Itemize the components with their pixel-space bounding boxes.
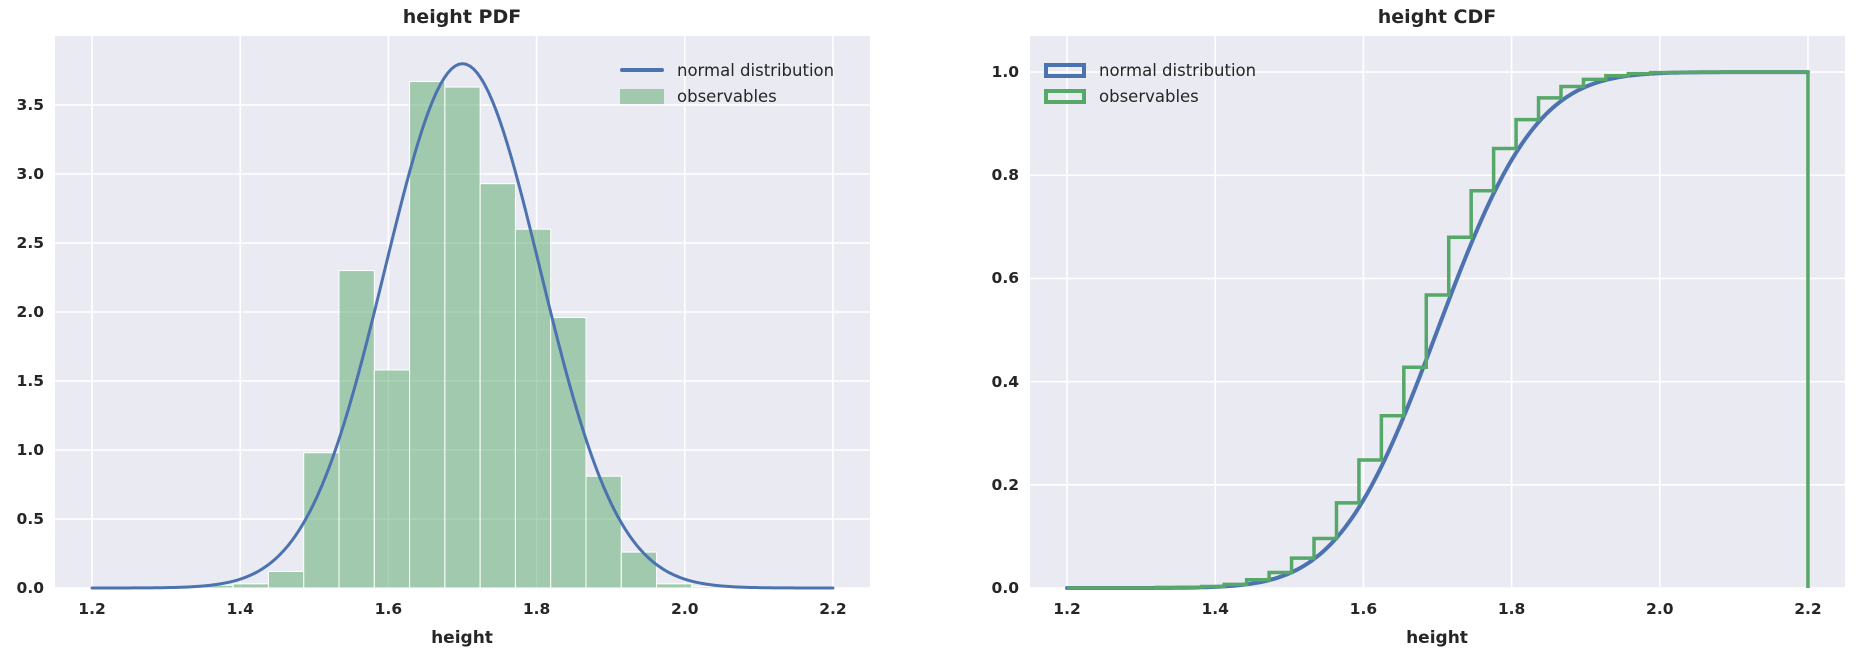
x-tick-label: 1.4 xyxy=(226,600,254,618)
x-tick-label: 1.6 xyxy=(374,600,403,618)
cdf-chart-title: height CDF xyxy=(1377,6,1497,28)
line-swatch-icon xyxy=(620,68,664,72)
y-tick-label: 3.5 xyxy=(16,96,44,114)
y-tick-label: 0.4 xyxy=(991,372,1019,391)
legend-entry-observables: observables xyxy=(1044,83,1256,109)
histogram-bar xyxy=(656,583,693,589)
legend-entry-normal-distribution: normal distribution xyxy=(620,57,834,83)
step-outline-swatch-icon xyxy=(1044,88,1086,104)
legend-label: observables xyxy=(1099,86,1199,106)
x-tick-label: 1.4 xyxy=(1201,600,1229,618)
y-tick-label: 1.5 xyxy=(16,372,44,390)
histogram-bar xyxy=(373,369,411,589)
pdf-chart-title: height PDF xyxy=(402,6,522,28)
x-tick-label: 2.2 xyxy=(1794,600,1822,618)
histogram-bar xyxy=(338,270,375,589)
histogram-bar xyxy=(479,183,516,589)
legend-entry-normal-distribution: normal distribution xyxy=(1044,57,1256,83)
x-tick-label: 1.8 xyxy=(1497,600,1526,618)
y-tick-label: 0.2 xyxy=(991,475,1019,494)
histogram-bar xyxy=(444,86,481,589)
y-tick-label: 0.6 xyxy=(991,269,1019,288)
x-tick-label: 2.0 xyxy=(671,600,699,618)
histogram-bar xyxy=(267,570,305,589)
histogram-bar xyxy=(620,551,658,589)
plot-area xyxy=(1030,36,1845,588)
y-tick-label: 1.0 xyxy=(16,441,44,459)
histogram-bar xyxy=(232,583,269,589)
y-tick-label: 3.0 xyxy=(16,165,44,183)
histogram-bar xyxy=(550,317,587,589)
y-tick-label: 2.0 xyxy=(16,303,44,321)
y-tick-label: 0.0 xyxy=(16,579,44,597)
empirical-cdf-step-line xyxy=(1067,70,1810,590)
cdf-x-axis-label: height xyxy=(1406,628,1468,648)
x-tick-label: 2.2 xyxy=(819,600,847,618)
pdf-legend: normal distribution observables xyxy=(620,57,834,109)
histogram-bar xyxy=(409,81,446,589)
normal-pdf-curve xyxy=(90,62,835,590)
pdf-x-axis-label: height xyxy=(431,628,493,648)
legend-entry-observables: observables xyxy=(620,83,834,109)
legend-label: observables xyxy=(677,86,777,106)
y-tick-label: 0.8 xyxy=(991,166,1019,185)
y-tick-label: 0.5 xyxy=(16,510,44,528)
x-tick-label: 1.2 xyxy=(1053,600,1081,618)
step-outline-swatch-icon xyxy=(1044,62,1086,78)
x-tick-label: 1.2 xyxy=(78,600,106,618)
legend-label: normal distribution xyxy=(677,60,835,80)
patch-swatch-icon xyxy=(620,88,664,104)
histogram-bar xyxy=(514,228,552,589)
histogram-bar xyxy=(303,452,340,589)
y-tick-label: 0.0 xyxy=(991,579,1019,597)
histogram-bar xyxy=(585,475,622,589)
x-tick-label: 1.6 xyxy=(1349,600,1378,618)
legend-label: normal distribution xyxy=(1099,60,1257,80)
y-tick-label: 1.0 xyxy=(991,63,1019,82)
cdf-legend: normal distribution observables xyxy=(1044,57,1256,109)
x-tick-label: 1.8 xyxy=(522,600,551,618)
y-tick-label: 2.5 xyxy=(16,234,44,252)
x-tick-label: 2.0 xyxy=(1646,600,1674,618)
